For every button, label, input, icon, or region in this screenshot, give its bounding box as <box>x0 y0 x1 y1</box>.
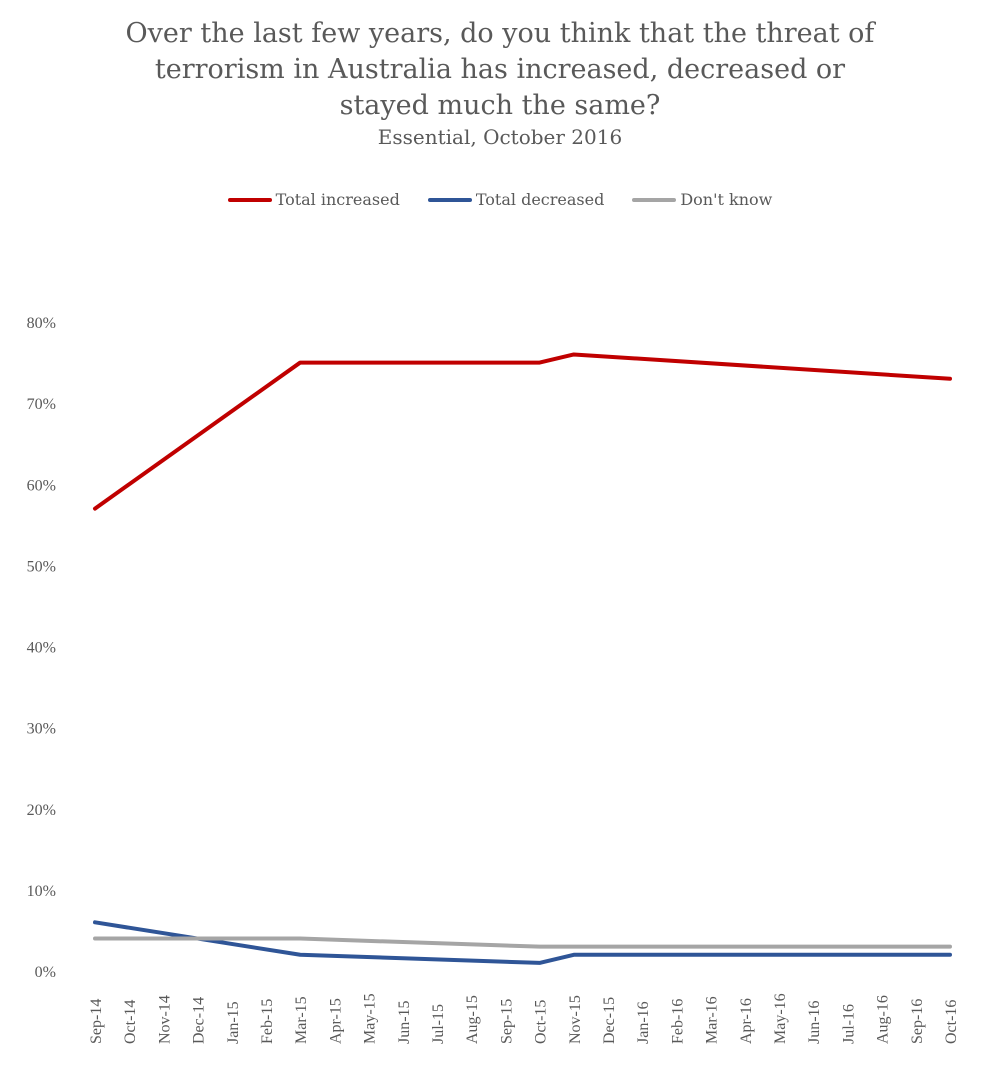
x-tick-label: Nov-14 <box>156 995 173 1044</box>
y-tick-label: 10% <box>27 883 56 900</box>
series-line-1 <box>93 920 952 965</box>
x-tick-label: Sep-14 <box>88 999 105 1044</box>
x-tick-label: Oct-15 <box>533 1000 550 1044</box>
x-tick-label: Jan-15 <box>225 1001 242 1044</box>
legend-label: Total decreased <box>475 190 605 209</box>
legend-item-dont-know: Don't know <box>632 190 772 209</box>
legend-label: Total increased <box>275 190 400 209</box>
x-tick-label: Sep-16 <box>909 999 926 1044</box>
x-tick-label: Apr-16 <box>738 998 755 1044</box>
x-tick-label: Oct-14 <box>122 1000 139 1044</box>
x-tick-label: Jul-15 <box>430 1004 447 1044</box>
chart-title-block: Over the last few years, do you think th… <box>0 16 1000 150</box>
x-tick-label: Nov-15 <box>567 995 584 1044</box>
x-tick-label: Dec-15 <box>601 997 618 1044</box>
x-tick-label: Jun-15 <box>396 1000 413 1044</box>
x-tick-label: Feb-16 <box>669 999 686 1044</box>
legend: Total increased Total decreased Don't kn… <box>0 190 1000 209</box>
chart-title: Over the last few years, do you think th… <box>125 18 875 121</box>
x-tick-label: Aug-16 <box>875 995 892 1044</box>
legend-swatch <box>632 197 677 202</box>
legend-label: Don't know <box>680 190 773 209</box>
x-tick-label: Mar-15 <box>293 996 310 1044</box>
y-tick-label: 60% <box>27 477 56 494</box>
x-tick-label: Jul-16 <box>840 1004 857 1044</box>
legend-item-increased: Total increased <box>227 190 400 209</box>
x-tick-label: Jan-16 <box>635 1001 652 1044</box>
x-tick-label: Aug-15 <box>464 995 481 1044</box>
series-line-2 <box>93 936 952 949</box>
x-tick-label: Dec-14 <box>191 997 208 1044</box>
y-tick-label: 80% <box>27 315 56 332</box>
series-line-0 <box>93 352 952 511</box>
y-tick-label: 30% <box>27 721 56 738</box>
x-tick-label: Jun-16 <box>806 1000 823 1044</box>
legend-swatch <box>227 197 272 202</box>
x-tick-label: May-16 <box>772 993 789 1044</box>
x-tick-label: Oct-16 <box>943 1000 960 1044</box>
y-tick-label: 50% <box>27 558 56 575</box>
y-tick-label: 40% <box>27 640 56 657</box>
x-tick-label: May-15 <box>362 993 379 1044</box>
x-tick-label: Sep-15 <box>498 999 515 1044</box>
chart-subtitle: Essential, October 2016 <box>377 125 623 149</box>
x-tick-label: Mar-16 <box>704 996 721 1044</box>
y-tick-label: 20% <box>27 802 56 819</box>
y-tick-label: 70% <box>27 396 56 413</box>
legend-item-decreased: Total decreased <box>427 190 605 209</box>
x-tick-label: Apr-15 <box>327 998 344 1044</box>
legend-swatch <box>427 197 472 202</box>
y-tick-label: 0% <box>35 964 56 981</box>
x-tick-label: Feb-15 <box>259 999 276 1044</box>
